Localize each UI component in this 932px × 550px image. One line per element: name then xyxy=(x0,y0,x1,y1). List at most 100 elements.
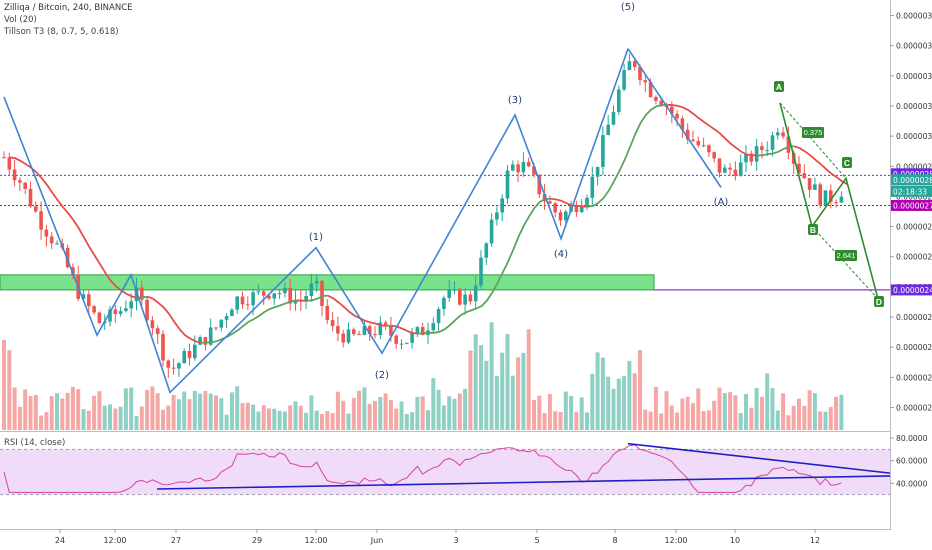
candle-body xyxy=(420,327,425,336)
candle-body xyxy=(617,89,621,112)
volume-bar xyxy=(823,411,828,430)
candle-body xyxy=(542,194,547,202)
price-tick-label: 0.00000330 xyxy=(896,42,932,51)
candle-body xyxy=(171,367,176,369)
candle-body xyxy=(108,309,112,322)
volume-bar xyxy=(309,395,314,430)
volume-bar xyxy=(447,396,452,430)
correction-line xyxy=(627,48,722,188)
candle-body xyxy=(44,229,49,237)
volume-bar xyxy=(590,373,595,430)
candle-body xyxy=(341,333,345,343)
wave-label: (1) xyxy=(309,232,323,243)
volume-bar xyxy=(362,387,367,430)
t3-indicator-label[interactable]: Tillson T3 (8, 0.7, 5, 0.618) xyxy=(4,27,119,37)
volume-bar xyxy=(797,398,801,430)
candle-body xyxy=(240,296,245,305)
price-badge-text: 0.00000249 xyxy=(893,286,932,295)
candle-body xyxy=(701,145,706,147)
volume-bar xyxy=(404,414,409,430)
candle-body xyxy=(521,162,526,173)
candle-body xyxy=(786,136,791,153)
candle-body xyxy=(670,106,674,114)
volume-bar xyxy=(452,398,457,430)
abcd-pattern: A B C D 0.375 2.641 xyxy=(774,81,884,307)
volume-bar xyxy=(33,394,38,430)
candle-body xyxy=(829,190,833,203)
volume-bar xyxy=(388,400,393,430)
candle-body xyxy=(256,291,261,293)
candle-body xyxy=(765,149,769,151)
volume-bar xyxy=(600,357,605,430)
candle-body xyxy=(654,96,658,101)
volume-bar xyxy=(547,394,552,430)
candle-body xyxy=(246,304,250,306)
candle-body xyxy=(643,80,648,83)
volume-bar xyxy=(399,401,404,430)
candle-body xyxy=(548,201,552,204)
candle-body xyxy=(251,292,255,306)
symbol-title[interactable]: Zilliqa / Bitcoin, 240, BINANCE xyxy=(4,3,133,13)
volume-bar xyxy=(150,386,155,430)
volume-bar xyxy=(510,375,515,430)
volume-bar xyxy=(373,400,377,430)
wave-label: (3) xyxy=(508,95,522,106)
rsi-tick-label: 80.0000 xyxy=(896,434,928,443)
volume-bar xyxy=(463,388,468,430)
candle-body xyxy=(55,243,59,245)
candle-body xyxy=(405,342,409,344)
chart-legend: Zilliqa / Bitcoin, 240, BINANCE Vol (20)… xyxy=(4,2,133,38)
time-tick-label: 12:00 xyxy=(103,536,126,545)
candle-body xyxy=(823,190,828,206)
volume-bar xyxy=(505,333,510,430)
abcd-ratio-badge xyxy=(835,250,857,261)
price-badge-text: 0.00000286 xyxy=(893,176,932,185)
volume-bar xyxy=(320,413,324,430)
volume-bar xyxy=(44,412,49,430)
candle-body xyxy=(606,124,610,136)
volume-bar xyxy=(229,392,234,430)
volume-bar xyxy=(129,387,134,430)
time-tick-label: 29 xyxy=(252,536,262,545)
candle-body xyxy=(389,326,393,336)
volume-bar xyxy=(818,411,823,430)
price-badge-text: 0.00000287 xyxy=(893,170,932,179)
candle-body xyxy=(733,169,738,176)
volume-bar xyxy=(12,387,17,430)
time-tick-label: 12:00 xyxy=(664,536,687,545)
rsi-indicator-label[interactable]: RSI (14, close) xyxy=(4,438,66,448)
t3-segment xyxy=(794,145,848,186)
volume-bar xyxy=(86,410,91,430)
volume-bar xyxy=(786,415,791,430)
volume-bar xyxy=(235,386,240,430)
abcd-bd-line xyxy=(811,226,879,300)
volume-indicator-label[interactable]: Vol (20) xyxy=(4,15,37,25)
volume-bar xyxy=(330,413,335,430)
t3-segment xyxy=(417,197,551,335)
volume-bar xyxy=(828,407,833,430)
candle-body xyxy=(760,146,764,151)
volume-bar xyxy=(314,410,319,430)
time-tick-label: 10 xyxy=(730,536,740,545)
volume-bar xyxy=(288,405,293,430)
volume-bar xyxy=(325,411,330,430)
price-badges: 0.000002870.0000028602:18:330.000002770.… xyxy=(891,168,932,296)
volume-bar xyxy=(638,350,642,430)
volume-bar xyxy=(108,404,112,430)
candle-body xyxy=(92,306,96,313)
candle-body xyxy=(770,135,775,150)
candle-body xyxy=(267,295,271,299)
candle-body xyxy=(261,291,266,296)
candle-body xyxy=(304,296,308,302)
candle-body xyxy=(352,329,356,335)
volume-bar xyxy=(367,403,372,430)
rsi-support-trendline xyxy=(156,475,891,490)
volume-bar xyxy=(717,387,722,430)
volume-bar xyxy=(579,397,584,430)
abcd-ac-line xyxy=(779,102,847,179)
abcd-ratio-badge xyxy=(802,127,824,138)
volume-bar xyxy=(802,405,807,430)
